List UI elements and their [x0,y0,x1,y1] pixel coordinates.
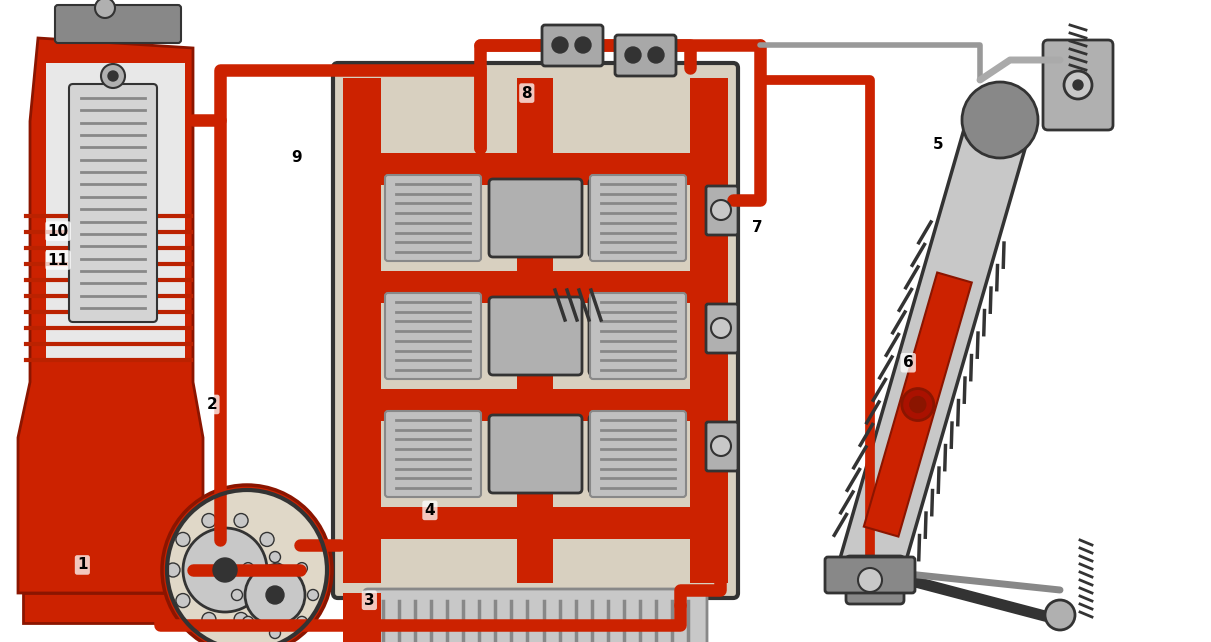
Circle shape [575,37,591,53]
Circle shape [1045,600,1075,630]
Bar [517,78,553,583]
Circle shape [625,47,641,63]
Circle shape [166,563,180,577]
Circle shape [231,589,242,600]
Text: 8: 8 [522,85,532,101]
Circle shape [202,612,216,627]
Circle shape [242,562,253,574]
FancyBboxPatch shape [825,557,916,593]
Circle shape [260,594,274,607]
FancyBboxPatch shape [489,179,582,257]
FancyBboxPatch shape [333,63,737,598]
Text: 6: 6 [903,355,913,370]
Circle shape [270,551,281,562]
Text: 7: 7 [752,220,762,236]
Circle shape [270,563,285,577]
FancyBboxPatch shape [1043,40,1113,130]
Polygon shape [18,38,203,593]
FancyBboxPatch shape [590,175,685,261]
Bar [343,153,728,185]
FancyBboxPatch shape [543,25,603,66]
Circle shape [902,388,934,421]
FancyBboxPatch shape [365,589,707,642]
Circle shape [94,0,115,18]
FancyBboxPatch shape [706,304,737,353]
Circle shape [711,436,731,456]
FancyBboxPatch shape [706,422,737,471]
Circle shape [234,514,248,528]
Circle shape [1073,80,1083,90]
Bar [343,593,381,642]
Text: 4: 4 [425,503,435,518]
FancyBboxPatch shape [590,411,685,497]
FancyBboxPatch shape [385,411,481,497]
FancyBboxPatch shape [590,293,685,379]
Circle shape [648,47,664,63]
FancyBboxPatch shape [69,84,157,322]
Bar [343,389,728,421]
Text: 9: 9 [292,150,302,165]
Circle shape [162,485,332,642]
Polygon shape [839,111,1031,579]
Text: 3: 3 [365,593,374,608]
FancyBboxPatch shape [615,35,676,76]
Circle shape [167,490,327,642]
Text: 11: 11 [47,252,69,268]
Circle shape [962,82,1038,158]
Circle shape [242,616,253,627]
Circle shape [234,612,248,627]
Bar [343,507,728,539]
FancyBboxPatch shape [589,297,672,375]
Circle shape [213,558,237,582]
Circle shape [176,532,190,546]
Text: 10: 10 [47,223,69,239]
Circle shape [266,586,285,604]
Circle shape [176,594,190,607]
FancyBboxPatch shape [385,293,481,379]
Circle shape [202,514,216,528]
Circle shape [909,397,925,413]
Text: 5: 5 [934,137,943,152]
Circle shape [308,589,318,600]
Circle shape [260,532,274,546]
Bar [343,271,728,303]
Circle shape [101,64,125,88]
Bar [690,78,728,583]
Circle shape [183,528,266,612]
Circle shape [1064,71,1092,99]
Text: 2: 2 [207,397,217,412]
Circle shape [297,616,308,627]
FancyBboxPatch shape [54,5,180,43]
Circle shape [711,200,731,220]
FancyBboxPatch shape [385,175,481,261]
Polygon shape [863,272,971,537]
FancyBboxPatch shape [589,415,672,493]
Circle shape [711,318,731,338]
Circle shape [270,627,281,639]
FancyBboxPatch shape [589,179,672,257]
Circle shape [297,562,308,574]
Circle shape [552,37,568,53]
FancyBboxPatch shape [489,297,582,375]
Circle shape [245,565,305,625]
Text: 1: 1 [78,557,87,573]
FancyBboxPatch shape [706,186,737,235]
Polygon shape [46,63,185,360]
Circle shape [859,568,882,592]
Bar [343,78,381,583]
Polygon shape [23,593,208,623]
Circle shape [108,71,117,81]
FancyBboxPatch shape [846,556,903,604]
FancyBboxPatch shape [489,415,582,493]
